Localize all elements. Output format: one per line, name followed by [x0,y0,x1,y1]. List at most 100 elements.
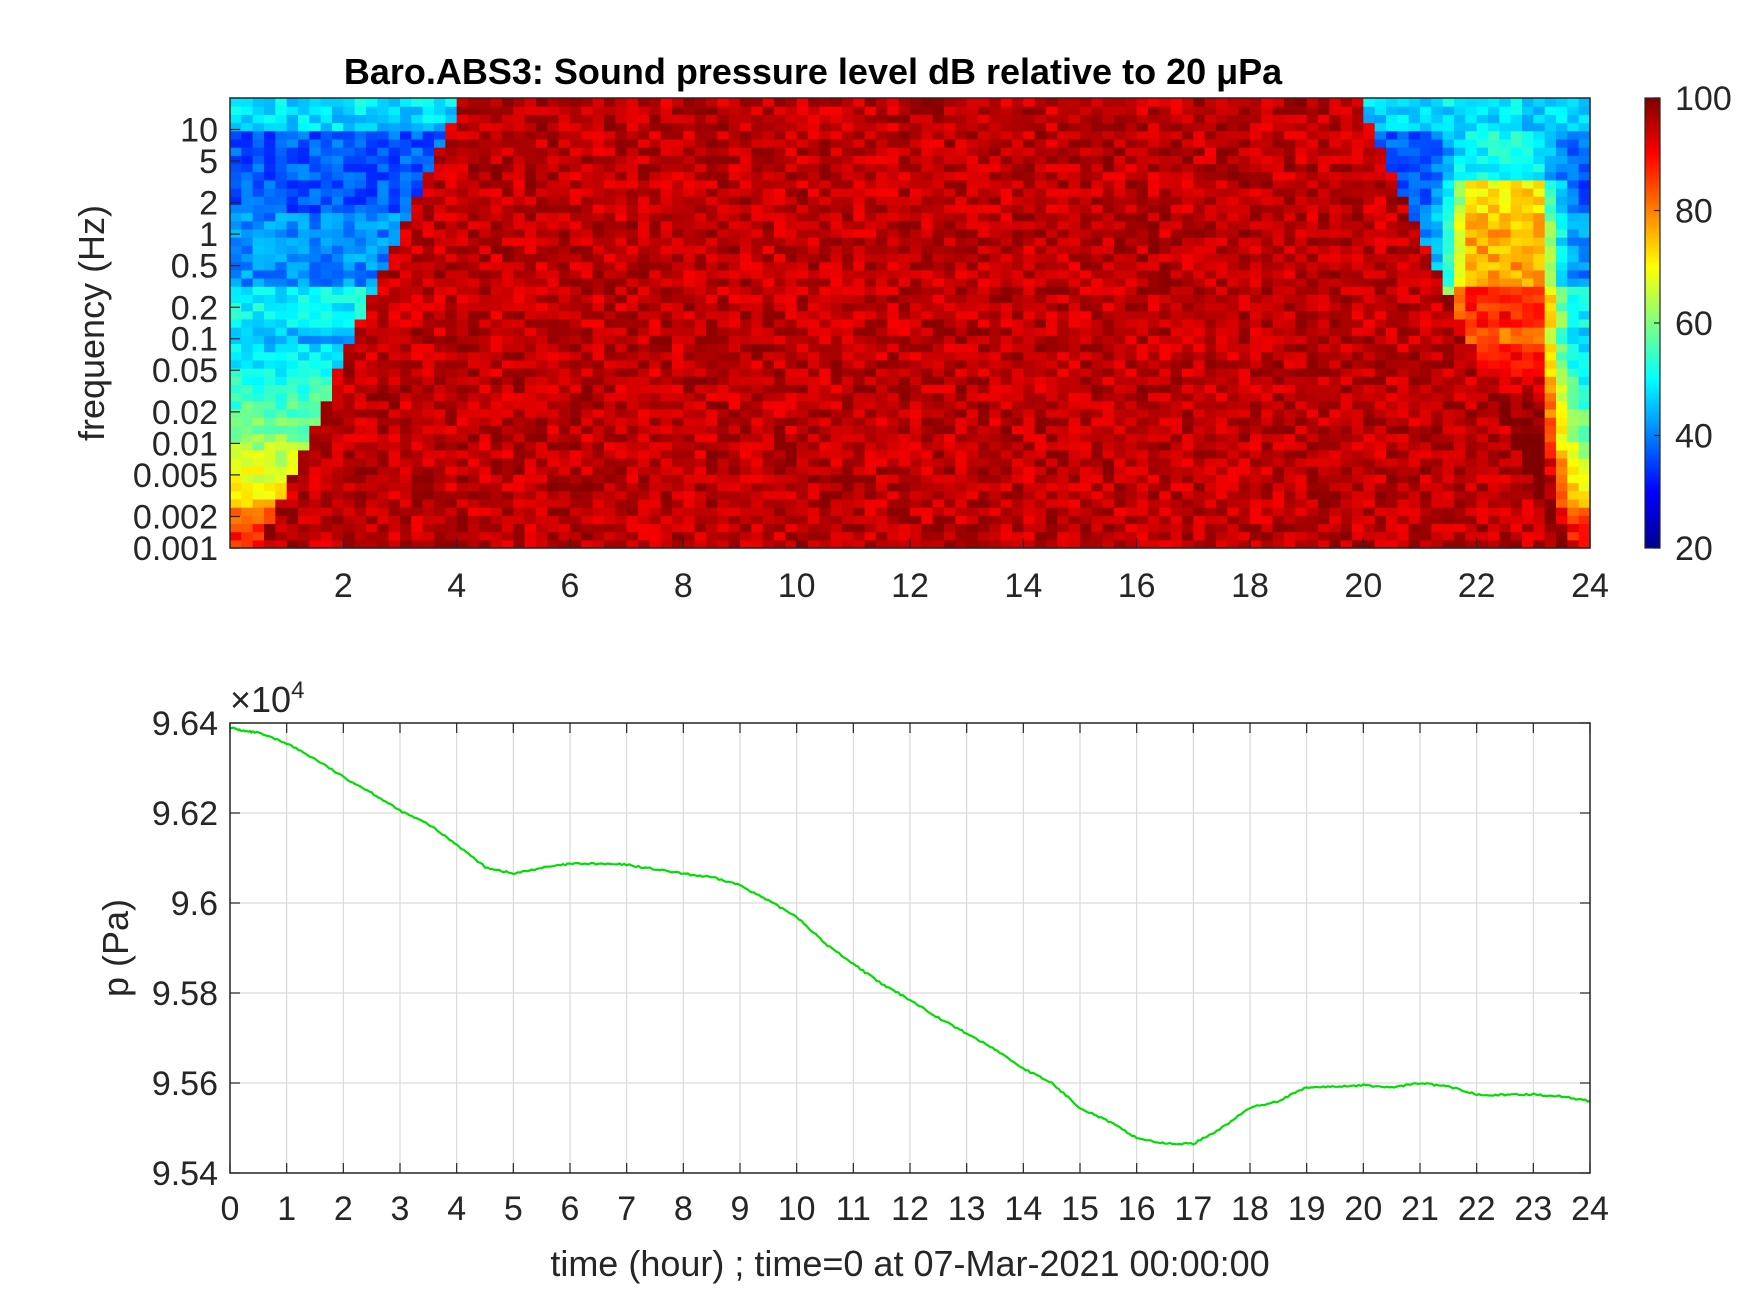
spectrogram-cell [1125,384,1138,394]
spectrogram-cell [1034,220,1047,230]
spectrogram-cell [683,114,696,124]
spectrogram-cell [422,417,435,426]
spectrogram-cell [264,433,276,443]
spectrogram-cell [1012,147,1024,156]
spectrogram-cell [264,425,276,435]
spectrogram-cell [1125,376,1138,385]
spectrogram-cell [490,408,503,418]
spectrogram-cell [1170,466,1183,475]
spectrogram-cell [479,196,492,205]
spectrogram-cell [830,278,843,287]
spectrogram-cell [672,278,684,287]
spectrogram-cell [581,220,594,230]
spectrogram-cell [774,458,786,467]
spectrogram-cell [1136,384,1149,394]
spectrogram-cell [1091,138,1104,148]
spectrogram-cell [1091,327,1104,336]
spectrogram-cell [989,343,1002,353]
spectrogram-cell [354,449,367,459]
spectrogram-cell [762,98,775,107]
spectrogram-cell [1000,106,1013,115]
spectrogram-cell [252,368,265,377]
spectrogram-cell [864,417,877,426]
spectrogram-cell [910,539,922,549]
spectrogram-cell [1057,523,1070,533]
spectrogram-cell [252,261,265,271]
spectrogram-cell [672,458,684,467]
spectrogram-cell [989,212,1002,222]
spectrogram-cell [876,531,888,541]
spectrogram-cell [286,466,299,475]
spectrogram-cell [536,179,548,189]
spectrogram-cell [320,237,333,246]
spectrogram-cell [1034,138,1047,148]
spectrogram-cell [502,286,514,295]
spectrogram-cell [762,147,775,156]
spectrogram-cell [320,114,333,124]
spectrogram-cell [1238,343,1251,353]
spectrogram-cell [320,302,333,312]
spectrogram-cell [706,147,718,156]
spectrogram-cell [354,196,367,205]
spectrogram-cell [683,98,696,107]
spectrogram-cell [1136,204,1149,214]
spectrogram-cell [660,490,673,500]
spectrogram-cell [853,458,866,467]
spectrogram-cell [592,188,605,197]
spectrogram-cell [1148,335,1160,345]
spectrogram-cell [842,359,854,369]
spectrogram-cell [558,179,571,189]
spectrogram-cell [978,343,990,353]
spectrogram-cell [536,220,548,230]
spectrogram-cell [241,531,254,541]
spectrogram-cell [422,539,435,549]
spectrogram-cell [1216,147,1228,156]
spectrogram-cell [842,318,854,328]
spectrogram-cell [694,261,707,271]
spectrogram-cell [887,98,900,107]
spectrogram-cell [649,458,662,467]
spectrogram-cell [796,392,809,402]
spectrogram-cell [830,384,843,394]
spectrogram-cell [1136,400,1149,410]
spectrogram-cell [456,269,469,279]
spectrogram-cell [1136,318,1149,328]
spectrogram-cell [921,359,934,369]
spectrogram-cell [774,196,786,205]
spectrogram-cell [796,130,809,140]
spectrogram-cell [366,269,378,279]
spectrogram-cell [275,171,288,181]
spectrogram-cell [932,138,945,148]
spectrogram-cell [626,392,639,402]
spectrogram-cell [728,531,741,541]
spectrogram-cell [320,106,333,115]
spectrogram-cell [1046,286,1058,295]
spectrogram-cell [1227,122,1240,132]
spectrogram-cell [672,400,684,410]
spectrogram-cell [1023,441,1036,451]
spectrogram-cell [1238,498,1251,508]
spectrogram-cell [830,441,843,451]
spectrogram-cell [876,163,888,173]
spectrogram-cell [774,515,786,525]
spectrogram-cell [1227,188,1240,197]
spectrogram-cell [1238,98,1251,107]
spectrogram-cell [468,310,480,320]
spectrogram-cell [1012,302,1024,312]
spectrogram-cell [558,286,571,295]
spectrogram-cell [808,106,820,115]
spectrogram-cell [490,490,503,500]
spectrogram-cell [366,515,378,525]
spectrogram-cell [830,163,843,173]
spectrogram-cell [864,523,877,533]
spectrogram-cell [1012,228,1024,238]
spectrogram-cell [1159,196,1172,205]
spectrogram-cell [252,278,265,287]
spectrogram-cell [1170,220,1183,230]
spectrogram-cell [1034,171,1047,181]
spectrogram-cell [264,245,276,255]
spectrogram-cell [1216,458,1228,467]
spectrogram-cell [343,523,356,533]
spectrogram-cell [1227,441,1240,451]
spectrogram-cell [1000,335,1013,345]
